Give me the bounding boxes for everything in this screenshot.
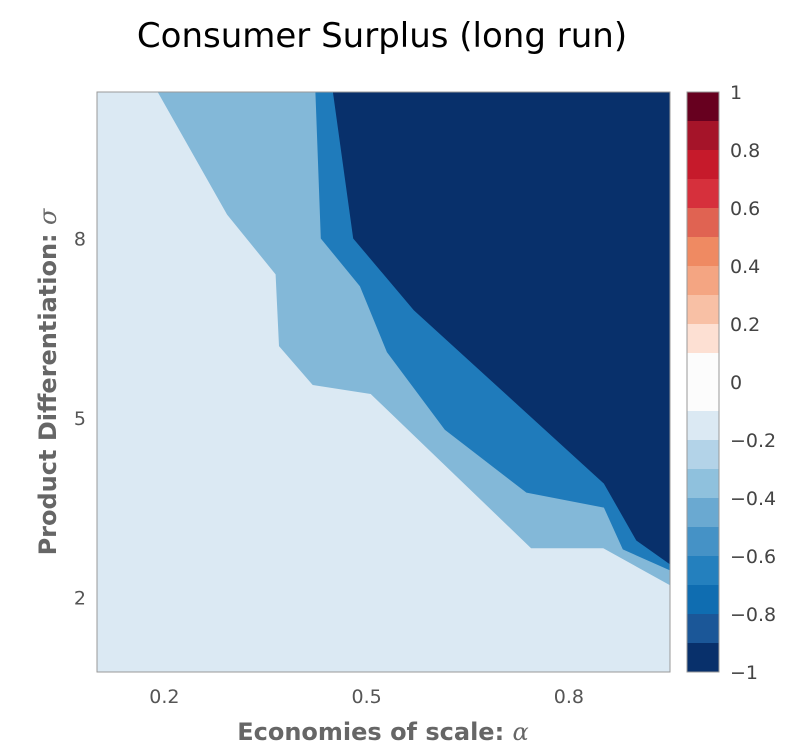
colorbar-band xyxy=(687,353,719,412)
colorbar-band xyxy=(687,440,719,470)
y-tick-label: 5 xyxy=(74,408,86,430)
y-axis-ticks: 2 5 8 xyxy=(74,229,86,610)
y-axis-title-text: Product Differentiation: xyxy=(34,225,62,555)
colorbar-ticks: 1 0.8 0.6 0.4 0.2 0 −0.2 −0.4 −0.6 −0.8 −1 xyxy=(730,82,776,684)
chart-title: Consumer Surplus (long run) xyxy=(137,16,627,56)
x-axis-title: Economies of scale: α xyxy=(237,718,529,746)
x-tick-label: 0.5 xyxy=(351,686,381,708)
colorbar-band xyxy=(687,498,719,528)
colorbar-band xyxy=(687,527,719,557)
y-tick-label: 2 xyxy=(74,587,86,609)
plot-area xyxy=(96,91,671,673)
colorbar-band xyxy=(687,585,719,615)
x-axis-ticks: 0.2 0.5 0.8 xyxy=(149,686,584,708)
colorbar-band xyxy=(687,121,719,151)
colorbar-band xyxy=(687,556,719,586)
colorbar-band xyxy=(687,295,719,325)
y-axis-title: Product Differentiation: σ xyxy=(34,208,62,555)
colorbar-tick-label: 0.6 xyxy=(730,198,760,220)
colorbar-tick-label: −0.8 xyxy=(730,604,776,626)
y-axis-symbol: σ xyxy=(34,208,62,225)
colorbar: 1 0.8 0.6 0.4 0.2 0 −0.2 −0.4 −0.6 −0.8 −1 xyxy=(686,82,776,684)
colorbar-band xyxy=(687,208,719,238)
colorbar-tick-label: 0.4 xyxy=(730,256,760,278)
x-tick-label: 0.2 xyxy=(149,686,179,708)
x-tick-label: 0.8 xyxy=(554,686,584,708)
colorbar-tick-label: −0.4 xyxy=(730,488,776,510)
colorbar-tick-label: 0.8 xyxy=(730,140,760,162)
colorbar-band xyxy=(687,324,719,354)
colorbar-band xyxy=(687,92,719,122)
colorbar-tick-label: −1 xyxy=(730,662,758,684)
plot-frame xyxy=(96,91,671,673)
colorbar-band xyxy=(687,411,719,441)
colorbar-band xyxy=(687,469,719,499)
colorbar-band xyxy=(687,150,719,180)
colorbar-bands xyxy=(687,92,719,673)
colorbar-frame xyxy=(686,91,720,673)
colorbar-band xyxy=(687,179,719,209)
colorbar-tick-label: −0.2 xyxy=(730,430,776,452)
contour-regions xyxy=(157,92,670,586)
colorbar-tick-label: −0.6 xyxy=(730,546,776,568)
colorbar-tick-label: 0.2 xyxy=(730,314,760,336)
colorbar-band xyxy=(687,266,719,296)
colorbar-tick-label: 1 xyxy=(730,82,742,104)
x-axis-symbol: α xyxy=(513,718,529,746)
y-tick-label: 8 xyxy=(74,229,86,251)
colorbar-band xyxy=(687,237,719,267)
contour-region xyxy=(332,92,670,565)
colorbar-band xyxy=(687,614,719,644)
colorbar-band xyxy=(687,643,719,673)
x-axis-title-text: Economies of scale: xyxy=(237,718,512,746)
colorbar-tick-label: 0 xyxy=(730,372,742,394)
